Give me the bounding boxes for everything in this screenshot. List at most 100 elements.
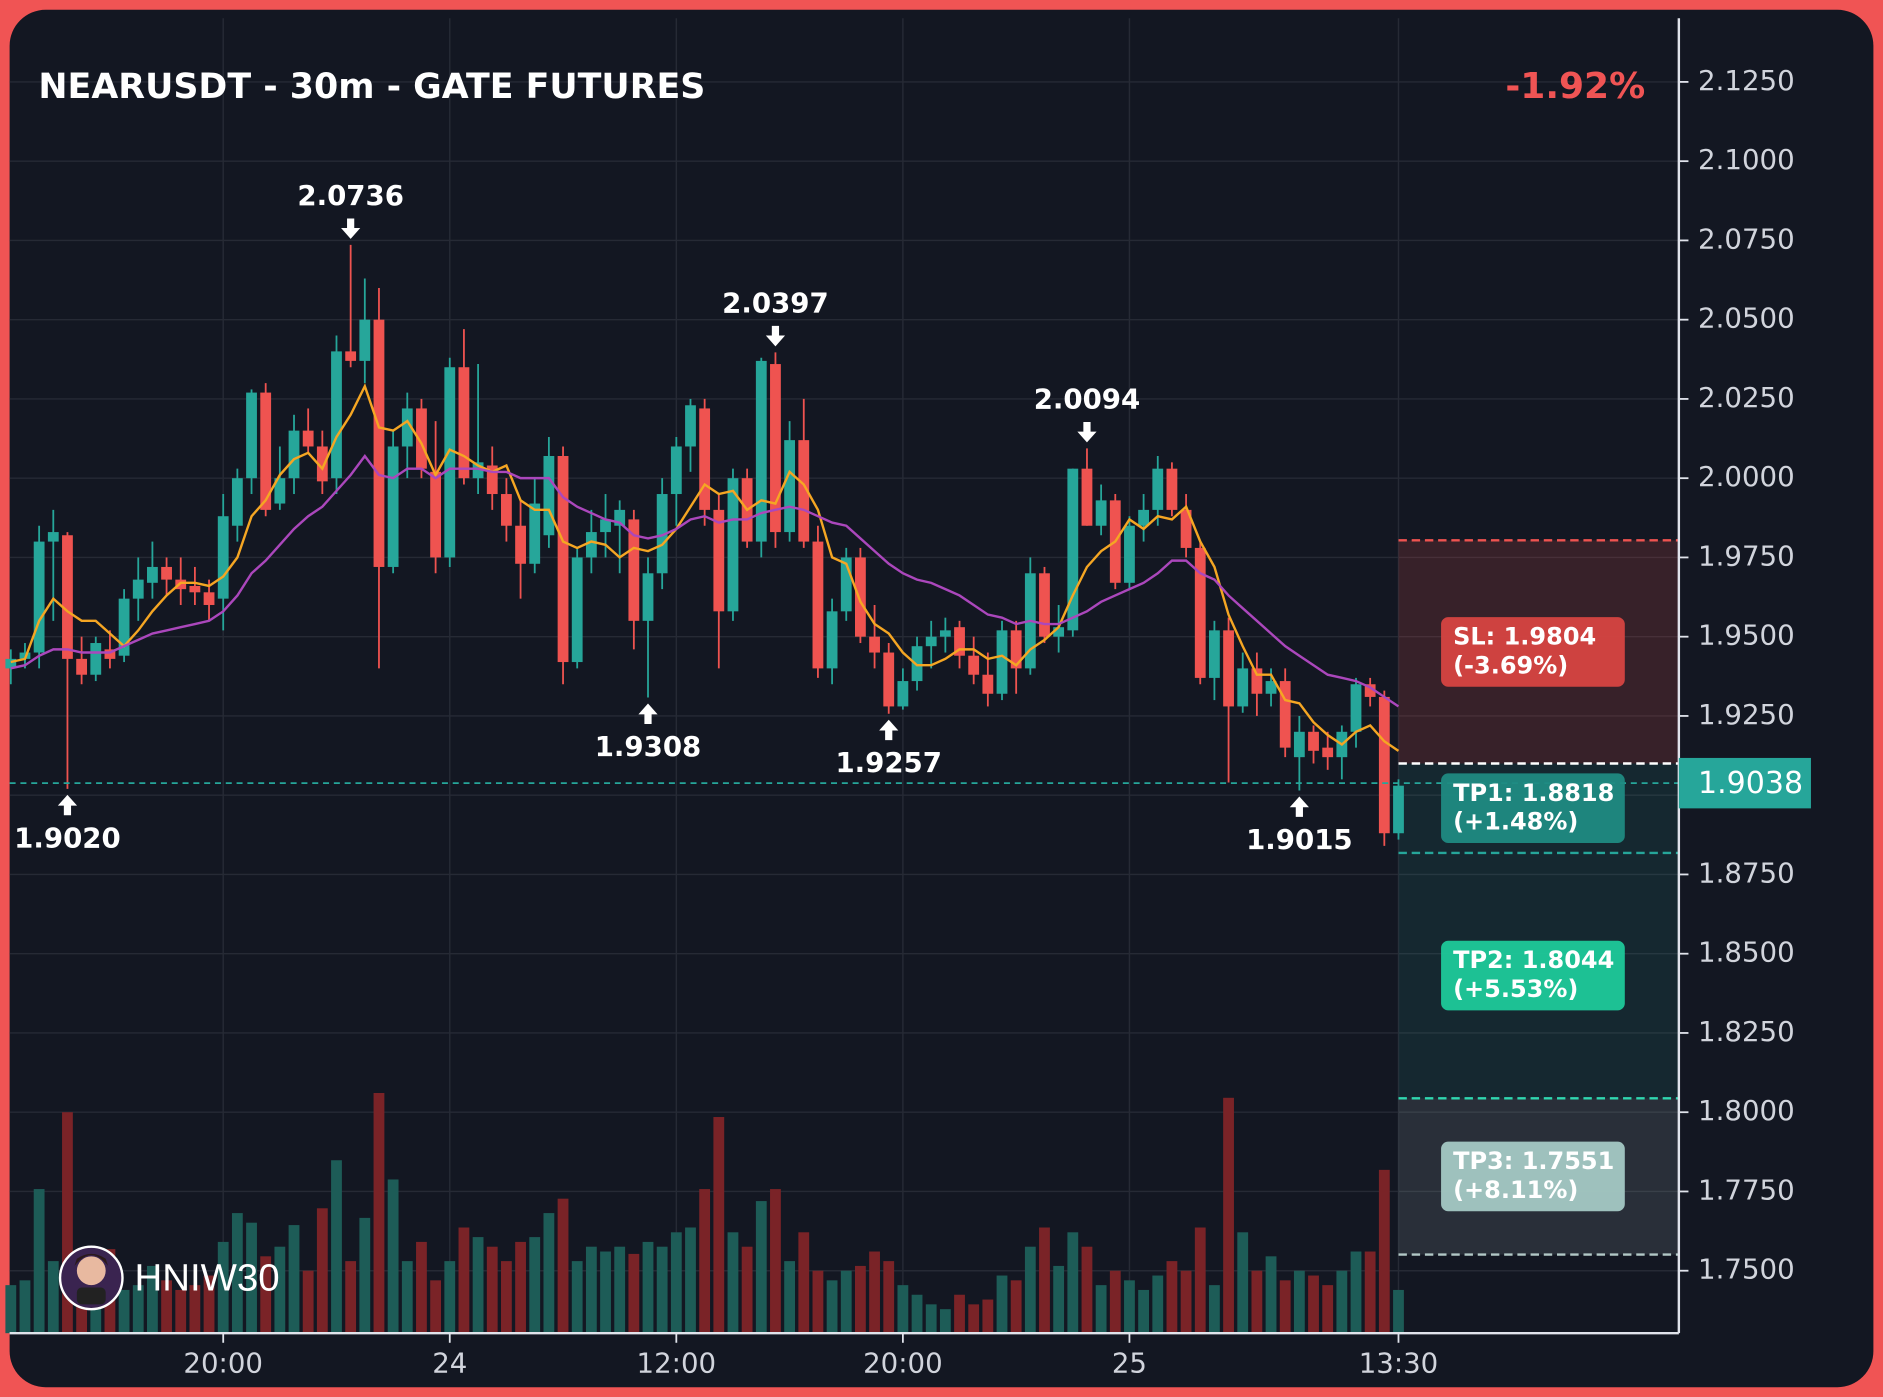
volume-bar	[501, 1261, 512, 1334]
volume-bar	[62, 1112, 73, 1334]
candle-body	[260, 392, 272, 510]
x-tick-label: 12:00	[637, 1346, 717, 1379]
volume-bar	[543, 1213, 555, 1334]
volume-bar	[33, 1189, 45, 1334]
y-tick-label: 2.1000	[1698, 143, 1795, 176]
volume-bar	[1393, 1289, 1404, 1334]
arrow-up	[57, 794, 78, 816]
volume-bar	[1293, 1270, 1305, 1334]
candle-body	[33, 541, 45, 653]
candle-body	[1166, 468, 1178, 510]
volume-bar	[486, 1246, 498, 1334]
volume-bar	[925, 1304, 937, 1334]
volume-bar	[982, 1299, 994, 1334]
y-tick-label: 1.9750	[1698, 539, 1795, 572]
candle-body	[1095, 500, 1107, 526]
volume-bar	[76, 1285, 88, 1334]
candle-body	[1180, 509, 1192, 548]
level-change: (+1.48%)	[1453, 808, 1578, 836]
candle-body	[869, 636, 880, 653]
level-label: TP2: 1.8044	[1453, 946, 1614, 974]
volume-bar	[1322, 1285, 1334, 1334]
candle-body	[1322, 747, 1334, 758]
candle-body	[727, 478, 739, 612]
volume-bar	[302, 1270, 314, 1334]
volume-bar	[1350, 1251, 1362, 1334]
volume-bar	[1364, 1251, 1376, 1334]
volume-bar	[430, 1280, 442, 1334]
y-tick-label: 1.9500	[1698, 619, 1795, 652]
x-tick-label: 13:30	[1359, 1346, 1439, 1379]
y-tick-label: 1.7500	[1698, 1253, 1795, 1286]
volume-bar	[203, 1275, 215, 1334]
volume-bar	[628, 1253, 640, 1334]
volume-bar	[217, 1241, 229, 1334]
volume-bar	[246, 1222, 257, 1334]
candle-body	[826, 611, 838, 669]
y-tick-label: 1.8750	[1698, 856, 1795, 889]
candle-body	[132, 579, 144, 599]
volume-bar	[5, 1285, 17, 1334]
candle-body	[585, 532, 597, 558]
candle-body	[770, 364, 781, 533]
candle-body	[118, 598, 130, 656]
volume-bar	[1180, 1270, 1192, 1334]
volume-bar	[1024, 1246, 1036, 1334]
volume-bar	[260, 1256, 272, 1334]
volume-bar	[812, 1270, 824, 1334]
candle-body	[246, 392, 257, 479]
level-box	[1441, 617, 1625, 687]
volume-bar	[784, 1261, 796, 1334]
candle-body	[699, 408, 711, 510]
candle-body	[1081, 468, 1093, 526]
volume-bar	[727, 1232, 739, 1334]
candle-body	[515, 525, 526, 564]
change-percent: -1.92%	[1505, 66, 1645, 107]
volume-bar	[897, 1285, 909, 1334]
volume-bar	[741, 1246, 753, 1334]
candle-body	[784, 440, 796, 533]
low-label: 1.9308	[595, 730, 702, 763]
candle-body	[925, 636, 937, 647]
volume-bar	[939, 1309, 951, 1334]
y-tick-label: 1.8000	[1698, 1094, 1795, 1127]
volume-bar	[670, 1232, 682, 1334]
candle-body	[529, 503, 541, 564]
y-tick-label: 1.9250	[1698, 698, 1795, 731]
candle-body	[1039, 573, 1050, 637]
volume-bar	[331, 1160, 342, 1334]
volume-bar	[869, 1251, 880, 1334]
volume-bar	[1237, 1232, 1249, 1334]
candle-body	[401, 408, 413, 447]
low-label: 1.9020	[14, 821, 121, 854]
candle-body	[855, 557, 866, 637]
indicators	[10, 383, 1400, 752]
candle-body	[1152, 468, 1164, 510]
y-tick-label: 2.0000	[1698, 460, 1795, 493]
volume-bar	[147, 1265, 158, 1334]
volume-bar	[1010, 1280, 1022, 1334]
candle-body	[62, 535, 73, 659]
level-change: (-3.69%)	[1453, 651, 1568, 679]
candle-body	[1265, 681, 1277, 694]
volume-bar	[826, 1280, 838, 1334]
candle-body	[685, 405, 696, 447]
chart-title: NEARUSDT - 30m - GATE FUTURES	[38, 67, 705, 107]
candle-body	[458, 367, 470, 479]
price-tag	[1678, 757, 1811, 809]
candle-body	[1393, 785, 1404, 834]
arrow-down	[341, 218, 361, 239]
candle-body	[939, 630, 951, 637]
volume-bar	[557, 1198, 569, 1334]
candle-body	[1208, 630, 1220, 678]
grid	[9, 18, 1689, 1343]
overlay: SL: 1.9804(-3.69%) TP1: 1.8818(+1.48%) TP2…	[9, 179, 1679, 1256]
volume-bar	[755, 1201, 767, 1334]
volume-bar	[47, 1261, 59, 1334]
panel	[9, 9, 1874, 1388]
y-tick-label: 2.0500	[1698, 302, 1795, 335]
volume-bar	[401, 1261, 413, 1334]
volume-bar	[19, 1280, 31, 1334]
high-label: 2.0094	[1034, 382, 1141, 415]
